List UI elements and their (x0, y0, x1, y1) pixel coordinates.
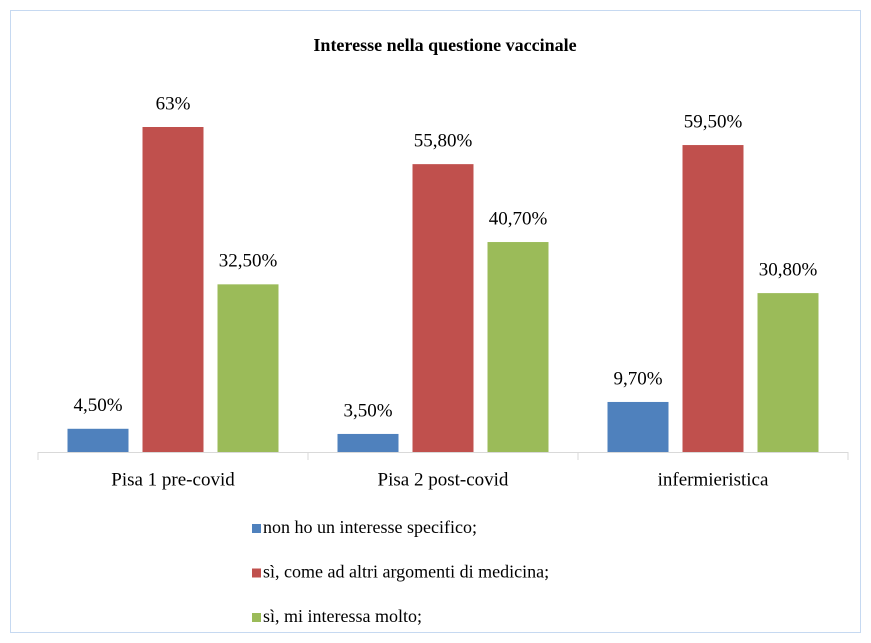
data-label: 9,70% (613, 368, 662, 389)
data-label: 3,50% (343, 400, 392, 421)
bar (217, 284, 279, 452)
bar (412, 164, 474, 452)
data-label: 32,50% (219, 251, 278, 272)
x-tick-label: Pisa 2 post-covid (378, 469, 509, 490)
legend-swatch (252, 613, 261, 622)
data-label: 30,80% (759, 259, 818, 280)
bar (757, 293, 819, 452)
legend-label: sì, mi interessa molto; (263, 606, 422, 626)
bar (487, 242, 549, 452)
data-label: 59,50% (684, 111, 743, 132)
bar (142, 127, 204, 452)
legend-swatch (252, 568, 261, 578)
legend-swatch (252, 524, 261, 533)
bar (67, 428, 129, 452)
data-label: 4,50% (73, 395, 122, 416)
bar (682, 145, 744, 453)
bar (607, 401, 669, 452)
x-tick-label: Pisa 1 pre-covid (111, 469, 235, 490)
bar (337, 433, 399, 452)
x-tick-label: infermieristica (658, 469, 769, 490)
data-label: 40,70% (489, 208, 548, 229)
chart-title: Interesse nella questione vaccinale (313, 35, 576, 55)
data-label: 55,80% (414, 131, 473, 152)
legend-label: sì, come ad altri argomenti di medicina; (263, 562, 549, 582)
legend-label: non ho un interesse specifico; (263, 517, 477, 537)
data-label: 63% (156, 93, 191, 114)
